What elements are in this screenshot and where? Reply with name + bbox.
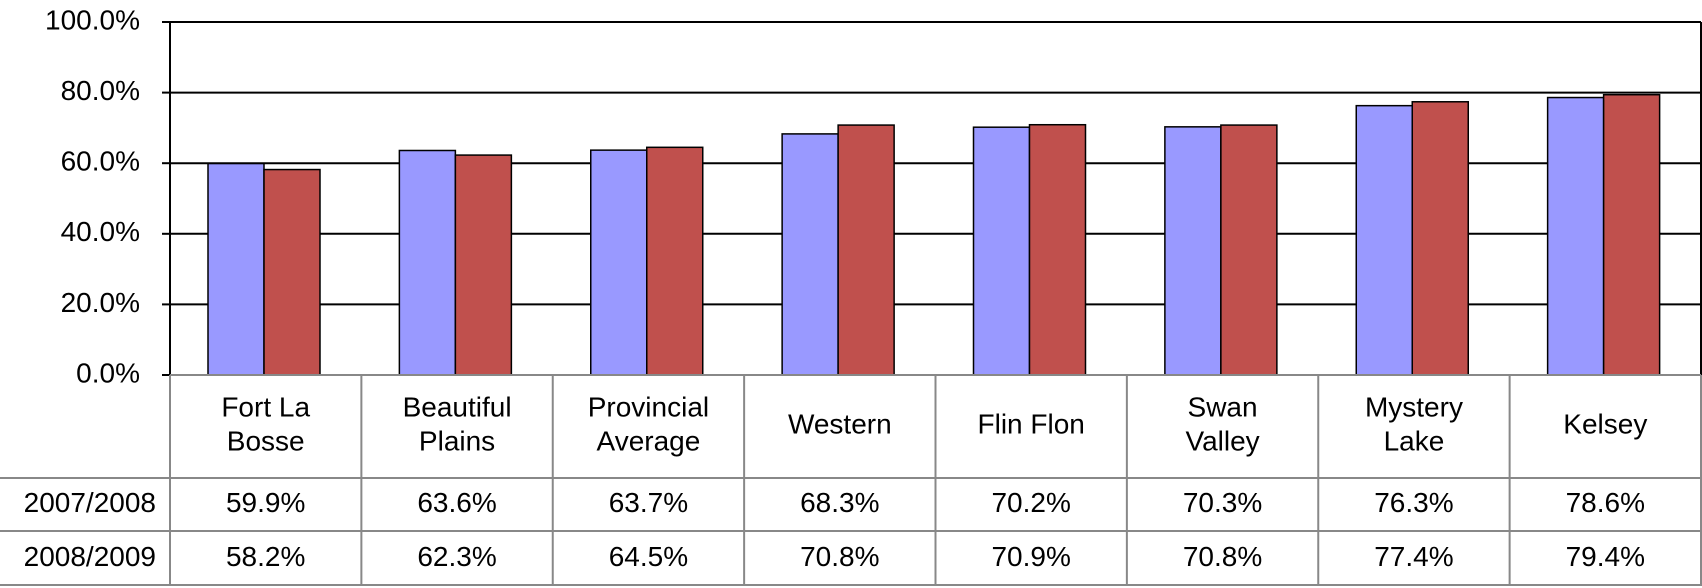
data-label: 70.8%: [1183, 541, 1262, 572]
x-tick-label: Provincial Average: [588, 392, 709, 457]
x-tick-label: Kelsey: [1563, 409, 1647, 440]
data-label: 78.6%: [1566, 487, 1645, 518]
data-label: 63.6%: [417, 487, 496, 518]
data-label: 64.5%: [609, 541, 688, 572]
bar: [1164, 126, 1222, 376]
x-tick-label: Beautiful Plains: [403, 392, 512, 457]
y-tick-label: 0.0%: [76, 357, 140, 388]
y-tick-label: 80.0%: [61, 75, 140, 106]
data-label: 63.7%: [609, 487, 688, 518]
bar: [1546, 96, 1605, 376]
bar: [1220, 124, 1278, 376]
bar: [781, 133, 839, 376]
data-label: 70.2%: [991, 487, 1070, 518]
bar: [837, 124, 895, 376]
y-tick-label: 20.0%: [61, 287, 140, 318]
bar: [207, 162, 265, 376]
data-label: 79.4%: [1566, 541, 1645, 572]
legend-label: 2007/2008: [24, 487, 156, 518]
data-label: 68.3%: [800, 487, 879, 518]
y-tick-label: 100.0%: [45, 4, 140, 35]
data-label: 58.2%: [226, 541, 305, 572]
legend-label: 2008/2009: [24, 541, 156, 572]
bar: [972, 126, 1031, 376]
bar: [1355, 104, 1413, 376]
bar: [454, 154, 513, 376]
data-label: 70.9%: [991, 541, 1070, 572]
x-tick-label: Mystery Lake: [1365, 392, 1463, 457]
bar: [590, 149, 648, 376]
data-label: 70.8%: [800, 541, 879, 572]
bar: [646, 146, 704, 376]
bar: [263, 168, 321, 376]
y-tick-label: 40.0%: [61, 216, 140, 247]
bar: [1028, 123, 1087, 376]
x-tick-label: Flin Flon: [978, 409, 1085, 440]
x-tick-label: Swan Valley: [1185, 392, 1259, 457]
x-tick-label: Fort La Bosse: [221, 392, 310, 457]
bar: [1411, 101, 1469, 376]
data-label: 76.3%: [1374, 487, 1453, 518]
data-label: 62.3%: [417, 541, 496, 572]
bar: [1602, 93, 1661, 376]
data-label: 77.4%: [1374, 541, 1453, 572]
x-tick-label: Western: [788, 409, 892, 440]
bar: [398, 149, 457, 376]
data-label: 59.9%: [226, 487, 305, 518]
y-tick-label: 60.0%: [61, 146, 140, 177]
data-label: 70.3%: [1183, 487, 1262, 518]
